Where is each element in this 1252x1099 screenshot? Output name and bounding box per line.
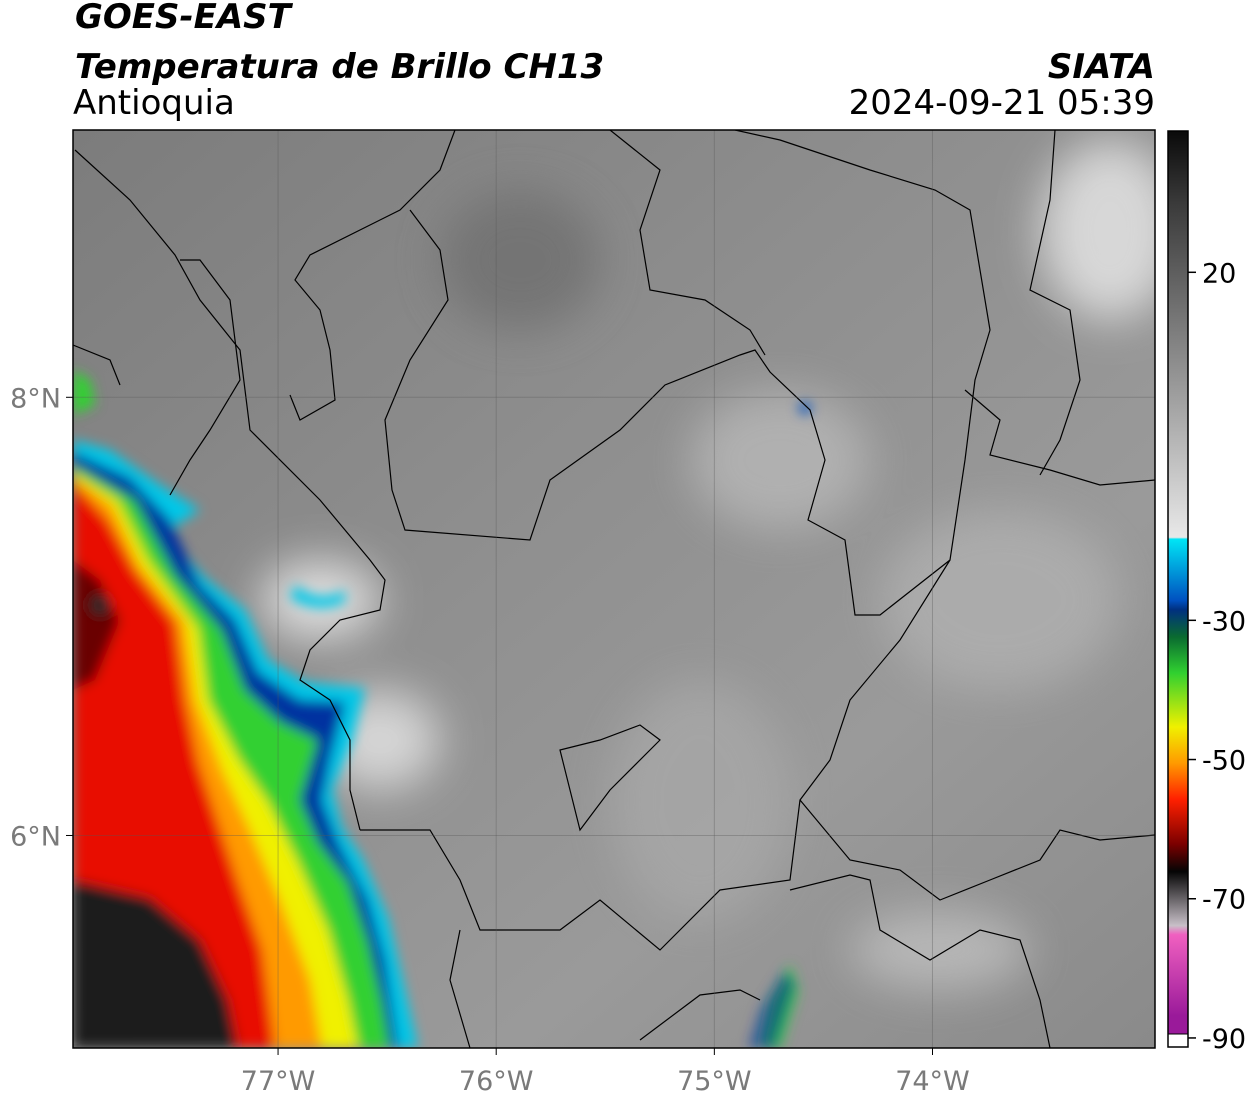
y-tick-label: 6°N [10,821,61,852]
colorbar-tick-label: -50 [1202,746,1246,777]
colorbar-frame [1167,130,1189,1048]
satellite-image [73,130,1155,1048]
datetime: 2024-09-21 05:39 [849,83,1155,123]
x-tick-label: 76°W [459,1066,534,1097]
x-tick-label: 74°W [895,1066,970,1097]
map-frame [72,129,1156,1049]
region: Antioquia [73,83,235,123]
colorbar-under [1167,1033,1189,1048]
x-tick-label: 75°W [677,1066,752,1097]
colorbar-tick-label: 20 [1202,258,1236,289]
subtitle: Temperatura de Brillo CH13 [75,47,604,87]
title: GOES-EAST [75,0,294,37]
graticule [73,130,1155,1048]
colorbar [1168,131,1188,1034]
source: SIATA [1048,47,1155,87]
y-tick-label: 8°N [10,383,61,414]
colorbar-tick-label: -90 [1202,1024,1246,1055]
colorbar-tick-label: -70 [1202,885,1246,916]
colorbar-tick-label: -30 [1202,606,1246,637]
x-tick-label: 77°W [241,1066,316,1097]
